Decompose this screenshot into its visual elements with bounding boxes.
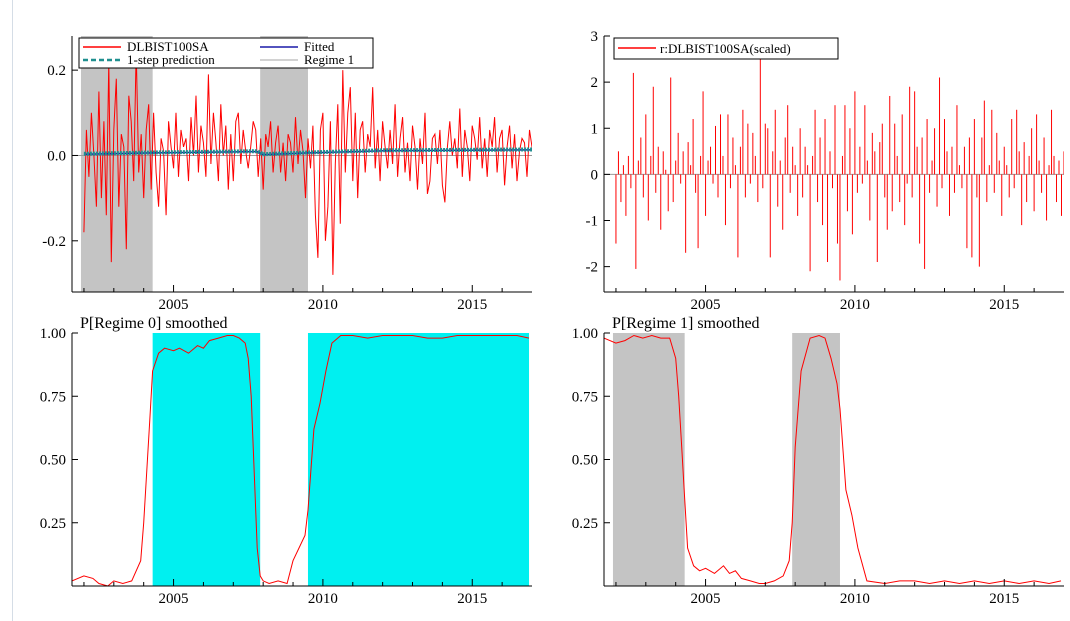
legend-label: DLBIST100SA xyxy=(127,39,209,54)
y-tick-label: -0.2 xyxy=(42,234,66,250)
panel-title: P[Regime 1] smoothed xyxy=(612,315,760,332)
y-tick-label: 0 xyxy=(591,167,599,183)
page-left-border xyxy=(12,0,13,621)
regime-band xyxy=(307,333,530,586)
x-tick-label: 2005 xyxy=(159,591,189,607)
probability-line xyxy=(604,334,1062,585)
prediction-line xyxy=(83,147,532,157)
y-tick-label: 0.50 xyxy=(572,453,598,469)
y-tick-label: 1.00 xyxy=(572,326,598,342)
regime-band xyxy=(80,36,153,292)
y-tick-label: 0.0 xyxy=(47,148,66,164)
y-tick-label: 1 xyxy=(591,121,599,137)
legend-label: Regime 1 xyxy=(304,52,354,67)
x-tick-label: 2015 xyxy=(457,297,487,313)
legend-box xyxy=(613,37,839,60)
panel-scaled-residuals: 2005 2010 2015 3 2 1 0 -1 -2 r:DLBIST100SA(scaled… xyxy=(586,29,1064,313)
legend: DLBIST100SA Fitted 1-step prediction Regime… xyxy=(78,37,374,69)
y-tick-label: 0.25 xyxy=(40,516,66,532)
legend-label: Fitted xyxy=(304,39,335,54)
probability-line xyxy=(72,335,530,586)
panel-regime1-smoothed: 2005 2010 2015 1.00 0.75 0.50 0.25 P[Regime 1] … xyxy=(572,315,1064,607)
legend-box xyxy=(78,37,374,69)
x-tick-label: 2010 xyxy=(308,297,338,313)
y-tick-label: 1.00 xyxy=(40,326,66,342)
x-tick-label: 2010 xyxy=(308,591,338,607)
x-tick-label: 2005 xyxy=(691,591,721,607)
y-tick-label: 0.25 xyxy=(572,516,598,532)
y-tick-label: 0.75 xyxy=(40,389,66,405)
y-tick-label: -2 xyxy=(586,260,599,276)
regime-band xyxy=(792,333,840,586)
x-tick-label: 2010 xyxy=(840,591,870,607)
regime-band xyxy=(152,333,261,586)
x-tick-label: 2010 xyxy=(840,297,870,313)
panel-regime0-smoothed: 2005 2010 2015 1.00 0.75 0.50 0.25 P[Regime 0] … xyxy=(40,315,532,607)
regime-band xyxy=(612,333,685,586)
legend-label: 1-step prediction xyxy=(127,52,215,67)
y-tick-label: 2 xyxy=(591,75,599,91)
panel-title: P[Regime 0] smoothed xyxy=(80,315,228,332)
x-tick-label: 2005 xyxy=(159,297,189,313)
y-tick-label: 0.50 xyxy=(40,453,66,469)
panel-returns-fitted: 2005 2010 2015 0.2 0.0 -0.2 DLBIST100SA Fitted 1… xyxy=(42,36,532,313)
y-tick-label: 0.2 xyxy=(47,63,66,79)
x-tick-label: 2015 xyxy=(989,591,1019,607)
y-tick-label: -1 xyxy=(586,214,599,230)
legend: r:DLBIST100SA(scaled) xyxy=(613,37,839,60)
returns-line xyxy=(83,48,532,275)
x-tick-label: 2015 xyxy=(457,591,487,607)
y-tick-label: 0.75 xyxy=(572,389,598,405)
x-tick-label: 2005 xyxy=(691,297,721,313)
y-tick-label: 3 xyxy=(591,29,599,45)
legend-label: r:DLBIST100SA(scaled) xyxy=(660,41,791,56)
x-tick-label: 2015 xyxy=(989,297,1019,313)
